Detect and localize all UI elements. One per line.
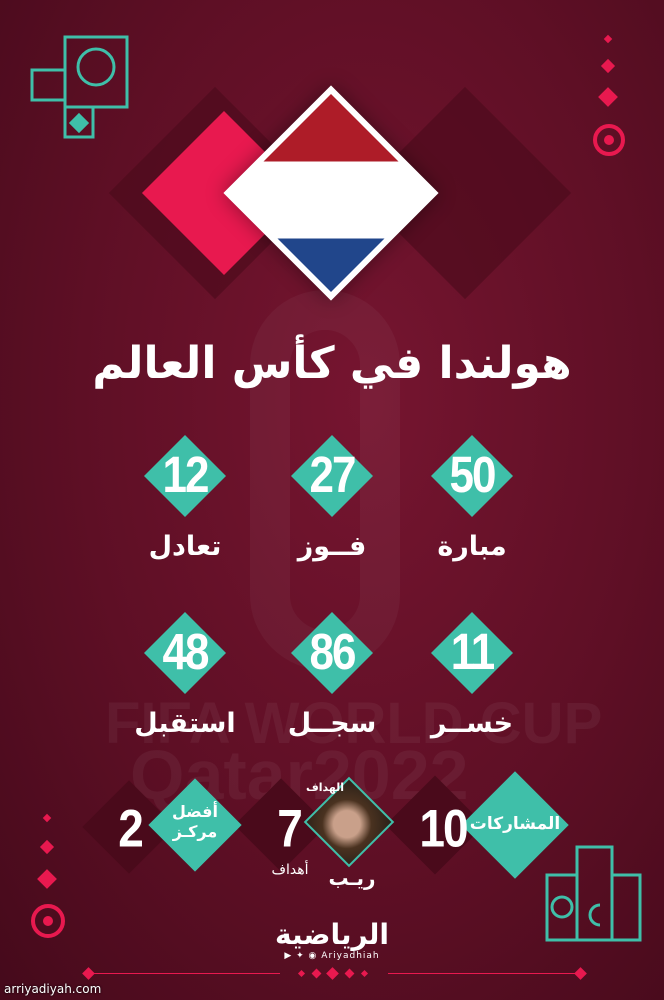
deco-diamond xyxy=(600,58,616,74)
participations-label: المشاركات xyxy=(469,814,561,834)
handle-text: Ariyadhiah xyxy=(321,951,380,961)
deco-diamond xyxy=(574,967,587,980)
deco-diamond xyxy=(598,87,618,107)
deco-diamond xyxy=(603,34,613,44)
participations-value: 10 xyxy=(419,798,468,858)
stat-label: تعادل xyxy=(148,531,222,562)
stat-value: 11 xyxy=(450,624,495,681)
deco-diamond xyxy=(82,967,95,980)
top-scorer-caption: الهداف xyxy=(305,781,345,794)
stat-label: مبارة xyxy=(437,531,507,562)
stadium-icon xyxy=(30,35,129,139)
page-title: هولندا في كأس العالم xyxy=(92,338,572,389)
deco-diamond xyxy=(326,967,339,980)
footer-divider xyxy=(388,973,580,974)
stat-value: 50 xyxy=(449,447,497,504)
stat-value: 86 xyxy=(309,624,357,681)
best-position-label-line1: أفضل xyxy=(171,802,219,821)
deco-diamond xyxy=(311,968,322,979)
stat-value: 48 xyxy=(162,624,210,681)
site-url: arriyadiyah.com xyxy=(4,982,102,996)
stat-label: سجــل xyxy=(287,708,377,739)
social-handle: ▶ ✦ ◉ Ariyadhiah xyxy=(284,951,380,961)
best-position-value: 2 xyxy=(118,798,144,858)
netherlands-flag xyxy=(223,85,439,301)
deco-diamond xyxy=(360,969,369,978)
deco-diamond xyxy=(297,969,306,978)
stat-value: 12 xyxy=(162,447,210,504)
stat-label: فــوز xyxy=(297,531,367,562)
football-icon xyxy=(31,904,65,938)
deco-diamond xyxy=(37,869,57,889)
best-position-label: أفضل مركـز xyxy=(172,802,218,842)
logo-text: الرياضية xyxy=(274,918,390,951)
deco-diamond xyxy=(39,839,55,855)
deco-diamond xyxy=(42,813,52,823)
watermark-fifa: FIFA WORLD CUP xyxy=(105,691,603,756)
pitch-icon xyxy=(545,845,642,942)
football-icon xyxy=(593,124,625,156)
stat-label: خســر xyxy=(430,708,514,739)
top-scorer-goals: 7 xyxy=(277,798,303,858)
deco-diamond xyxy=(344,968,355,979)
best-position-label-line2: مركـز xyxy=(172,822,218,841)
stat-value: 27 xyxy=(309,447,357,504)
stat-label: استقبل xyxy=(134,708,236,739)
logo: الرياضية xyxy=(275,918,389,951)
footer-divider xyxy=(88,973,280,974)
top-scorer-name: ريـب xyxy=(328,866,376,890)
goals-unit: أهداف xyxy=(271,862,309,878)
